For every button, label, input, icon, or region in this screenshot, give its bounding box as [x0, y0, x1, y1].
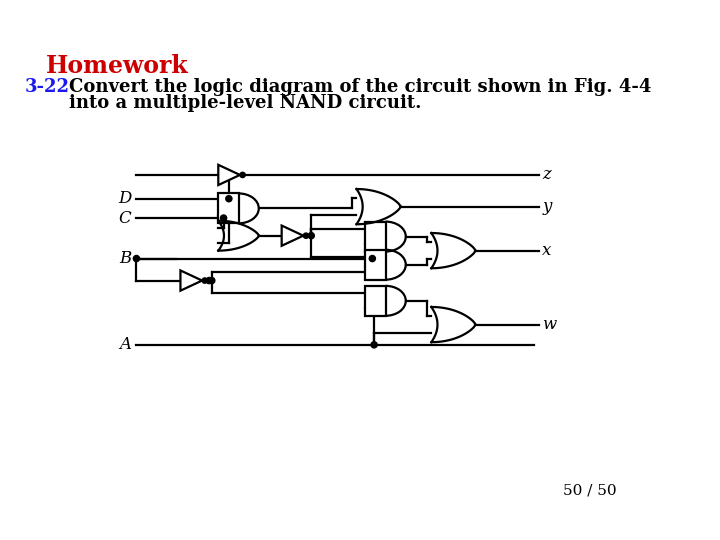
- Circle shape: [308, 233, 315, 239]
- Text: D: D: [118, 190, 131, 207]
- Polygon shape: [431, 233, 475, 268]
- Text: B: B: [119, 250, 131, 267]
- Circle shape: [240, 172, 246, 178]
- Polygon shape: [365, 221, 385, 252]
- Circle shape: [209, 278, 215, 284]
- Circle shape: [220, 215, 227, 221]
- Text: 3-22: 3-22: [24, 78, 70, 96]
- Text: Convert the logic diagram of the circuit shown in Fig. 4-4: Convert the logic diagram of the circuit…: [68, 78, 651, 96]
- Text: 50 / 50: 50 / 50: [562, 483, 616, 497]
- Polygon shape: [282, 226, 303, 246]
- Polygon shape: [365, 250, 385, 280]
- Circle shape: [202, 278, 207, 283]
- Circle shape: [369, 255, 375, 262]
- Polygon shape: [218, 193, 238, 224]
- Text: x: x: [542, 242, 552, 259]
- Polygon shape: [356, 189, 400, 224]
- Polygon shape: [218, 165, 240, 185]
- Text: C: C: [118, 210, 131, 227]
- Text: Homework: Homework: [46, 55, 189, 78]
- Text: A: A: [119, 336, 131, 353]
- Text: y: y: [542, 198, 552, 215]
- Polygon shape: [431, 307, 475, 342]
- Text: into a multiple-level NAND circuit.: into a multiple-level NAND circuit.: [68, 94, 421, 112]
- Text: z: z: [542, 166, 551, 184]
- Circle shape: [303, 233, 309, 238]
- Circle shape: [226, 195, 232, 202]
- Text: w: w: [542, 316, 557, 333]
- Circle shape: [206, 278, 212, 284]
- Polygon shape: [181, 271, 202, 291]
- Polygon shape: [365, 286, 385, 316]
- Circle shape: [133, 255, 140, 262]
- Circle shape: [371, 342, 377, 348]
- Polygon shape: [218, 221, 258, 251]
